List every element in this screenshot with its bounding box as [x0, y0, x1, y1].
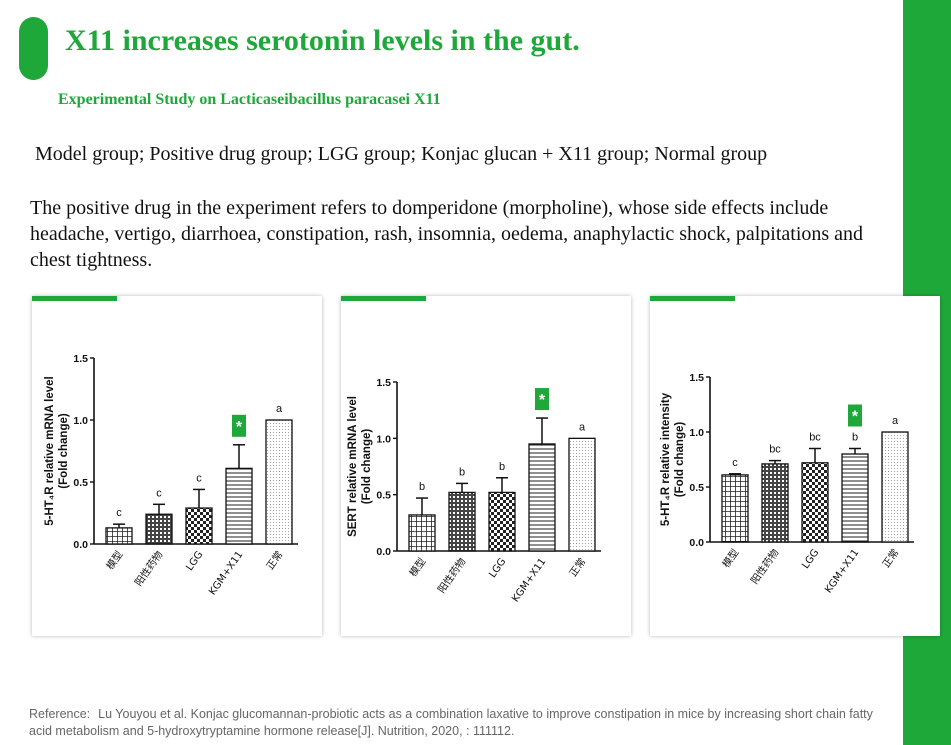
- chart-sert-mrna: 0.0 0.5 1.0 1.5 SERT relative mRNA level (Fol…: [347, 377, 601, 604]
- bar: [225, 467, 253, 545]
- significance-letter: bc: [809, 432, 821, 444]
- y-axis-label-units: (Fold change): [58, 413, 70, 489]
- bar: [265, 419, 293, 545]
- y-tick-label: 0.0: [376, 546, 391, 558]
- positive-drug-note: The positive drug in the experiment refe…: [30, 197, 864, 271]
- bar: [801, 462, 829, 543]
- significance-star: *: [236, 419, 243, 436]
- x-category-label: 模型: [719, 546, 741, 570]
- chart-panel-5ht4r-intensity: 0.0 0.5 1.0 1.5 5-HT₄R relative intensity (Fo…: [650, 296, 940, 636]
- x-category-label: 正常: [263, 548, 285, 572]
- y-axis-label-units: (Fold change): [361, 429, 373, 505]
- x-category-label: 阳性药物: [435, 555, 469, 595]
- significance-star: *: [539, 392, 546, 409]
- significance-letter: b: [852, 432, 858, 444]
- y-tick-label: 1.5: [689, 372, 704, 384]
- significance-letter: c: [732, 457, 738, 469]
- groups-description: Model group; Positive drug group; LGG gr…: [35, 143, 768, 165]
- y-axis-label-units: (Fold change): [674, 422, 686, 498]
- panel-accent-bar: [650, 296, 735, 301]
- bar: [105, 527, 133, 545]
- bar: [568, 437, 596, 552]
- chart-panel-sert-mrna: 0.0 0.5 1.0 1.5 SERT relative mRNA level (Fol…: [341, 296, 631, 636]
- y-tick-label: 0.5: [73, 477, 88, 489]
- x-category-label: 模型: [406, 555, 428, 579]
- x-category-label: 阳性药物: [132, 548, 166, 588]
- x-category-label: LGG: [800, 547, 821, 571]
- bar: [761, 463, 789, 543]
- y-tick-label: 0.5: [376, 490, 391, 502]
- bar: [841, 453, 869, 543]
- y-tick-label: 0.5: [689, 482, 704, 494]
- y-tick-label: 1.5: [376, 377, 391, 389]
- significance-letter: c: [196, 472, 202, 484]
- slide-title: X11 increases serotonin levels in the gu…: [65, 24, 580, 57]
- slide-subtitle: Experimental Study on Lacticaseibacillus…: [58, 91, 441, 108]
- x-category-label: KGM+X11: [207, 549, 245, 597]
- significance-star: *: [852, 409, 859, 426]
- significance-letter: c: [156, 487, 162, 499]
- reference-label: Reference:: [29, 707, 91, 721]
- x-category-label: 阳性药物: [748, 546, 782, 586]
- chart-5ht4r-intensity: 0.0 0.5 1.0 1.5 5-HT₄R relative intensity (Fo…: [660, 372, 914, 595]
- significance-letter: b: [499, 461, 505, 473]
- x-category-label: 模型: [103, 548, 125, 572]
- y-tick-label: 1.0: [376, 433, 391, 445]
- x-category-label: 正常: [879, 546, 901, 570]
- panel-accent-bar: [32, 296, 117, 301]
- bar: [185, 507, 213, 545]
- chart-panel-5ht4r-mrna: 0.0 0.5 1.0 1.5 5-HT₄R relative mRNA level (F…: [32, 296, 322, 636]
- significance-star-badge: [232, 414, 246, 437]
- significance-letter: a: [276, 403, 283, 415]
- reference-citation: Reference: Lu Youyou et al. Konjac glucom…: [29, 706, 889, 740]
- x-category-label: KGM+X11: [510, 556, 548, 604]
- significance-star-badge: [848, 404, 862, 427]
- bar: [488, 491, 516, 552]
- x-category-label: LGG: [487, 556, 508, 580]
- y-axis-label: 5-HT₄R relative intensity: [660, 392, 672, 526]
- significance-letter: a: [579, 421, 586, 433]
- x-category-label: LGG: [184, 549, 205, 573]
- y-tick-label: 0.0: [73, 539, 88, 551]
- bar: [408, 514, 436, 552]
- significance-letter: bc: [769, 444, 781, 456]
- bar: [721, 474, 749, 543]
- significance-letter: b: [459, 466, 465, 478]
- title-accent-pill: [19, 17, 48, 80]
- bar: [528, 443, 556, 552]
- y-axis-label: 5-HT₄R relative mRNA level: [44, 376, 56, 526]
- x-category-label: KGM+X11: [823, 547, 861, 595]
- y-axis-label: SERT relative mRNA level: [347, 396, 359, 537]
- bar: [881, 431, 909, 543]
- x-category-label: 正常: [566, 555, 588, 579]
- y-tick-label: 1.5: [73, 353, 88, 365]
- y-tick-label: 1.0: [73, 415, 88, 427]
- y-tick-label: 0.0: [689, 537, 704, 549]
- significance-letter: b: [419, 481, 425, 493]
- bar: [448, 491, 476, 552]
- reference-text: Lu Youyou et al. Konjac glucomannan-prob…: [29, 707, 873, 738]
- y-tick-label: 1.0: [689, 427, 704, 439]
- significance-letter: c: [116, 507, 122, 519]
- significance-letter: a: [892, 415, 899, 427]
- chart-5ht4r-mrna: 0.0 0.5 1.0 1.5 5-HT₄R relative mRNA level (F…: [44, 353, 298, 597]
- panel-accent-bar: [341, 296, 426, 301]
- significance-star-badge: [535, 388, 549, 411]
- bar: [145, 513, 173, 545]
